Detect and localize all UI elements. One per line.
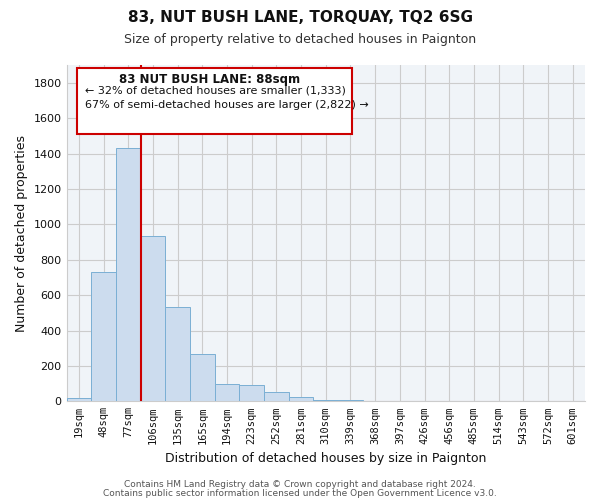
Bar [190, 354, 215, 402]
Text: Contains public sector information licensed under the Open Government Licence v3: Contains public sector information licen… [103, 488, 497, 498]
Bar [140, 236, 165, 402]
Text: Contains HM Land Registry data © Crown copyright and database right 2024.: Contains HM Land Registry data © Crown c… [124, 480, 476, 489]
Text: Size of property relative to detached houses in Paignton: Size of property relative to detached ho… [124, 32, 476, 46]
Text: 83, NUT BUSH LANE, TORQUAY, TQ2 6SG: 83, NUT BUSH LANE, TORQUAY, TQ2 6SG [128, 10, 473, 25]
Bar [363, 401, 388, 402]
Bar [116, 148, 140, 402]
Bar [239, 386, 264, 402]
Bar [338, 400, 363, 402]
Bar [67, 398, 91, 402]
Bar [264, 392, 289, 402]
Text: ← 32% of detached houses are smaller (1,333): ← 32% of detached houses are smaller (1,… [85, 85, 346, 95]
X-axis label: Distribution of detached houses by size in Paignton: Distribution of detached houses by size … [165, 452, 487, 465]
FancyBboxPatch shape [77, 68, 352, 134]
Bar [289, 397, 313, 402]
Text: 83 NUT BUSH LANE: 88sqm: 83 NUT BUSH LANE: 88sqm [119, 74, 299, 86]
Bar [165, 308, 190, 402]
Y-axis label: Number of detached properties: Number of detached properties [15, 134, 28, 332]
Text: 67% of semi-detached houses are larger (2,822) →: 67% of semi-detached houses are larger (… [85, 100, 368, 110]
Bar [215, 384, 239, 402]
Bar [313, 400, 338, 402]
Bar [91, 272, 116, 402]
